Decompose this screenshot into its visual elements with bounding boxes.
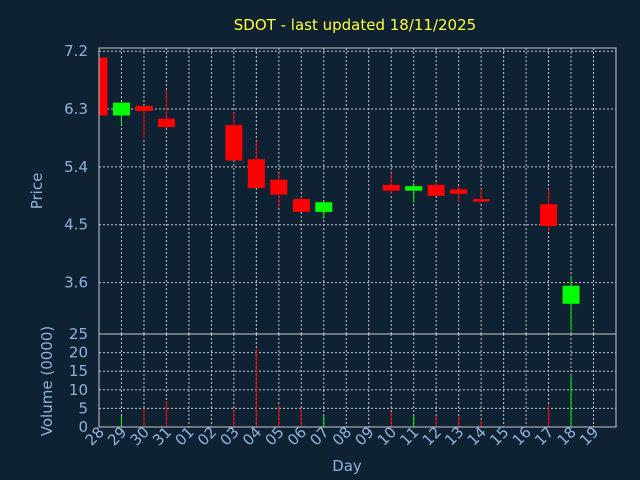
volume-tick-label: 5 (78, 399, 88, 417)
candle-body (247, 159, 265, 189)
candle-body (99, 57, 108, 116)
price-plot-area (99, 48, 616, 334)
candle-body (382, 184, 400, 191)
candle-body (450, 189, 468, 194)
candle-body (427, 184, 445, 196)
x-axis-label: Day (332, 457, 362, 475)
candle-body (135, 105, 153, 111)
price-tick-label: 7.2 (64, 42, 88, 60)
x-tick-labels: 2829303101020304050607080910111213141516… (82, 423, 603, 449)
price-panel: 7.2 6.3 5.4 4.5 3.6 Price (28, 42, 617, 335)
volume-frame (98, 333, 617, 428)
candles (98, 51, 580, 331)
price-axis-label: Price (28, 173, 46, 210)
candle-body (270, 179, 288, 195)
candle-body (540, 204, 558, 227)
volume-tick-label: 0 (78, 418, 88, 436)
price-tick-label: 6.3 (64, 100, 88, 118)
volume-bars (120, 348, 572, 427)
candle-body (562, 285, 580, 304)
candle-body (472, 199, 490, 202)
price-y-tick-labels: 7.2 6.3 5.4 4.5 3.6 (64, 42, 88, 291)
candle-body (292, 199, 310, 212)
volume-plot-area (99, 334, 616, 427)
candle-body (112, 102, 130, 116)
volume-tick-label: 10 (69, 381, 88, 399)
volume-tick-label: 15 (69, 362, 88, 380)
candle-body (157, 118, 175, 128)
volume-tick-label: 20 (69, 344, 88, 362)
candle-body (225, 125, 243, 161)
price-tick-label: 3.6 (64, 274, 88, 292)
candle-body (405, 186, 423, 191)
candle-body (315, 202, 333, 212)
price-tick-label: 4.5 (64, 216, 88, 234)
volume-axis-label: Volume (0000) (38, 326, 56, 436)
price-tick-label: 5.4 (64, 158, 88, 176)
volume-tick-label: 25 (69, 325, 88, 343)
chart-title: SDOT - last updated 18/11/2025 (234, 16, 476, 34)
